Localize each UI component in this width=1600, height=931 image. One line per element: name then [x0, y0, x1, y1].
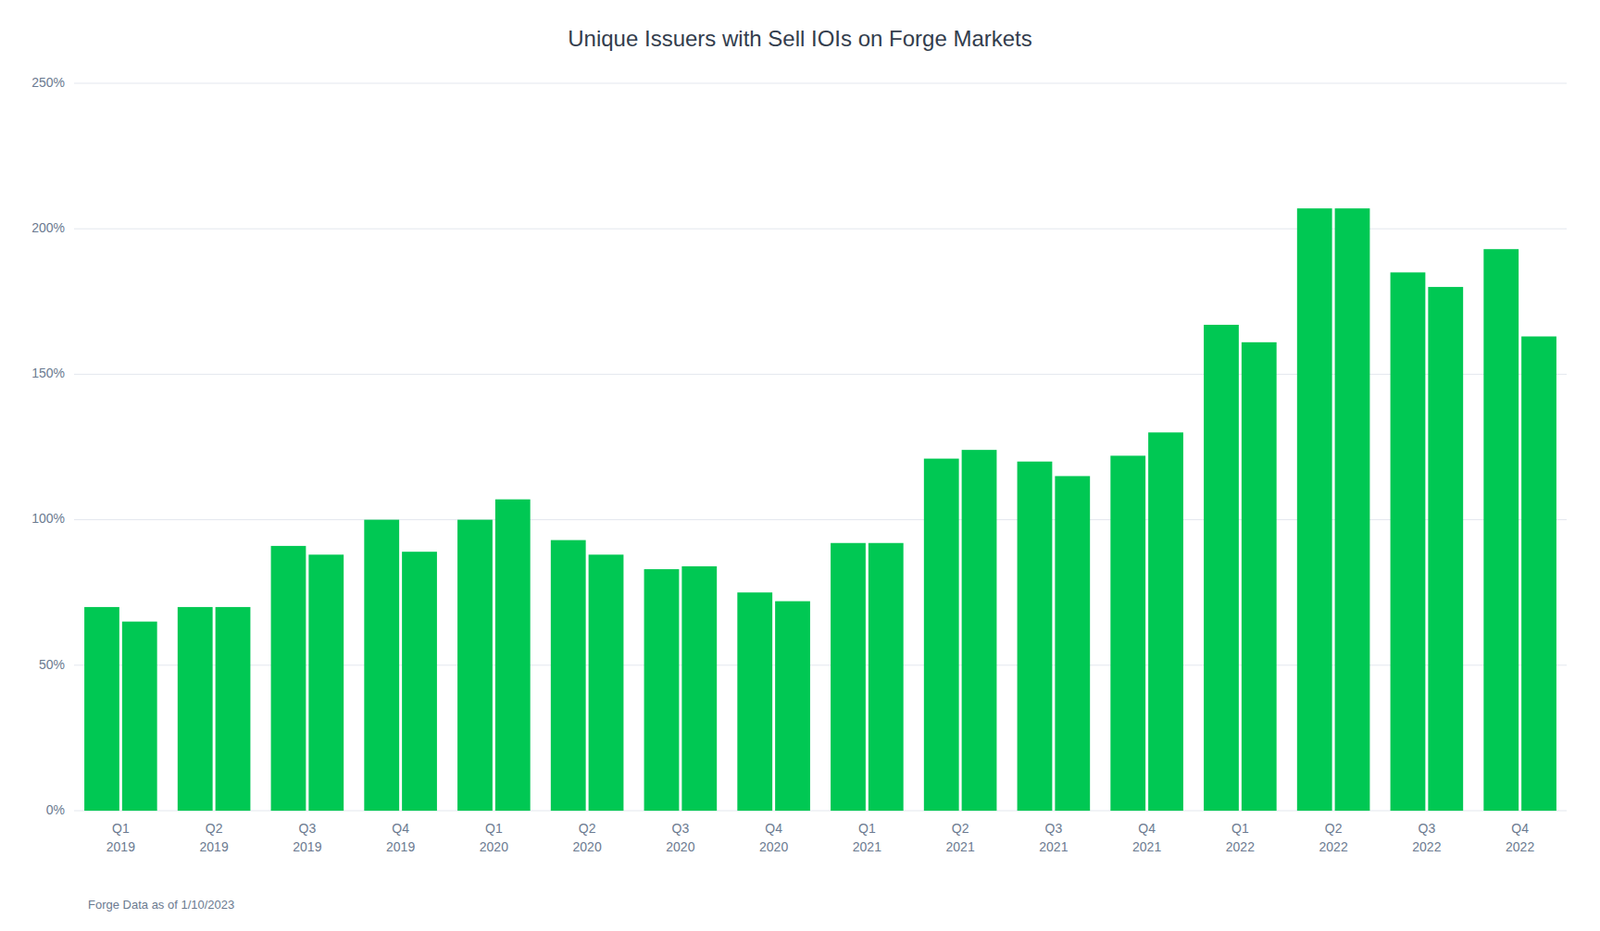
x-tick-label: Q3 2019 [292, 821, 322, 855]
x-tick-label-line: Q1 [112, 821, 130, 837]
bar [1521, 337, 1557, 812]
bar [122, 622, 158, 812]
x-tick-label-line: 2021 [946, 839, 975, 855]
x-tick-label: Q2 2022 [1319, 821, 1349, 855]
grid-line [74, 83, 1567, 85]
bar [830, 543, 866, 812]
x-tick-label-line: 2022 [1225, 839, 1255, 855]
bar [1203, 325, 1239, 812]
x-tick-label-line: Q2 [205, 821, 224, 837]
bar [1241, 342, 1277, 812]
background [0, 0, 1600, 931]
x-tick-label-line: 2020 [759, 839, 788, 855]
x-tick-label-line: Q4 [1511, 821, 1529, 837]
x-tick-label-line: Q3 [1045, 821, 1063, 837]
bar [1483, 249, 1519, 812]
x-tick-label: Q1 2022 [1225, 821, 1255, 855]
bar [1054, 475, 1090, 812]
x-tick-label: Q4 2020 [759, 821, 788, 855]
bar [401, 551, 438, 812]
bar [775, 601, 811, 812]
x-tick-label-line: 2020 [665, 839, 695, 855]
footnote: Forge Data as of 1/10/2023 [87, 898, 235, 913]
bar [1297, 208, 1333, 812]
bar [457, 520, 493, 812]
x-tick-label-line: Q4 [764, 821, 783, 837]
x-tick-label-line: 2022 [1319, 839, 1349, 855]
x-tick-label: Q1 2020 [479, 821, 509, 855]
bar [924, 459, 960, 812]
y-tick-label: 50% [38, 657, 65, 673]
x-tick-label-line: 2019 [292, 839, 322, 855]
bar [495, 500, 531, 812]
x-tick-label-line: 2022 [1505, 839, 1535, 855]
x-tick-label: Q2 2021 [946, 821, 975, 855]
x-tick-label-line: Q1 [858, 821, 876, 837]
x-tick-label-line: 2019 [106, 839, 136, 855]
bar [1148, 432, 1184, 812]
bar [1427, 287, 1463, 812]
y-axis [74, 83, 1567, 812]
x-tick-label-line: 2021 [1038, 839, 1068, 855]
x-tick-label-line: Q2 [951, 821, 970, 837]
x-tick-label: Q4 2019 [386, 821, 415, 855]
x-axis: Q1 2019 Q2 2019 Q3 2019 Q4 2019 Q1 2020 Q2 2020 Q3 20… [106, 821, 1536, 855]
bar [1110, 455, 1146, 812]
x-tick-label: Q2 2020 [573, 821, 602, 855]
x-tick-label-line: Q2 [578, 821, 597, 837]
x-tick-label-line: Q4 [1137, 821, 1156, 837]
bar [177, 607, 213, 812]
x-tick-label-line: 2022 [1412, 839, 1441, 855]
x-tick-label-line: 2019 [386, 839, 415, 855]
x-tick-label-line: 2020 [573, 839, 602, 855]
bar [1335, 208, 1371, 812]
bar [588, 554, 625, 812]
bar [962, 450, 998, 812]
x-tick-label-line: Q4 [391, 821, 410, 837]
title: Unique Issuers with Sell IOIs on Forge M… [567, 25, 1033, 51]
bar [681, 566, 717, 812]
x-tick-label: Q4 2022 [1505, 821, 1535, 855]
x-tick-label: Q1 2019 [106, 821, 136, 855]
y-tick-label: 150% [31, 365, 65, 381]
bar [550, 540, 587, 812]
x-tick-label-line: Q1 [485, 821, 503, 837]
bar [215, 607, 251, 812]
bar [1390, 272, 1426, 812]
x-tick-label-line: 2021 [1132, 839, 1162, 855]
x-tick-label-line: Q3 [299, 821, 317, 837]
bar [868, 543, 904, 812]
x-tick-label-line: 2021 [852, 839, 882, 855]
x-tick-label: Q2 2019 [200, 821, 229, 855]
y-tick-label: 0% [46, 802, 65, 818]
bar [363, 520, 400, 812]
bar [308, 554, 344, 812]
bar [644, 569, 680, 812]
x-tick-label: Q3 2020 [665, 821, 695, 855]
bar [737, 592, 773, 812]
x-tick-label: Q4 2021 [1132, 821, 1162, 855]
x-tick-label: Q3 2022 [1412, 821, 1441, 855]
y-tick-label: 250% [31, 75, 65, 90]
x-tick-label-line: Q3 [1418, 821, 1437, 837]
chart: Unique Issuers with Sell IOIs on Forge M… [0, 0, 1600, 931]
bar [271, 546, 307, 812]
x-tick-label-line: Q2 [1325, 821, 1343, 837]
x-tick-label-line: Q3 [672, 821, 690, 837]
y-tick-label: 100% [31, 511, 65, 526]
x-tick-label-line: 2020 [479, 839, 509, 855]
y-tick-label: 200% [31, 220, 65, 236]
x-tick-label: Q3 2021 [1038, 821, 1068, 855]
x-tick-label: Q1 2021 [852, 821, 882, 855]
bar [1017, 462, 1053, 812]
bar [84, 607, 120, 812]
x-tick-label-line: Q1 [1231, 821, 1250, 837]
x-tick-label-line: 2019 [200, 839, 229, 855]
